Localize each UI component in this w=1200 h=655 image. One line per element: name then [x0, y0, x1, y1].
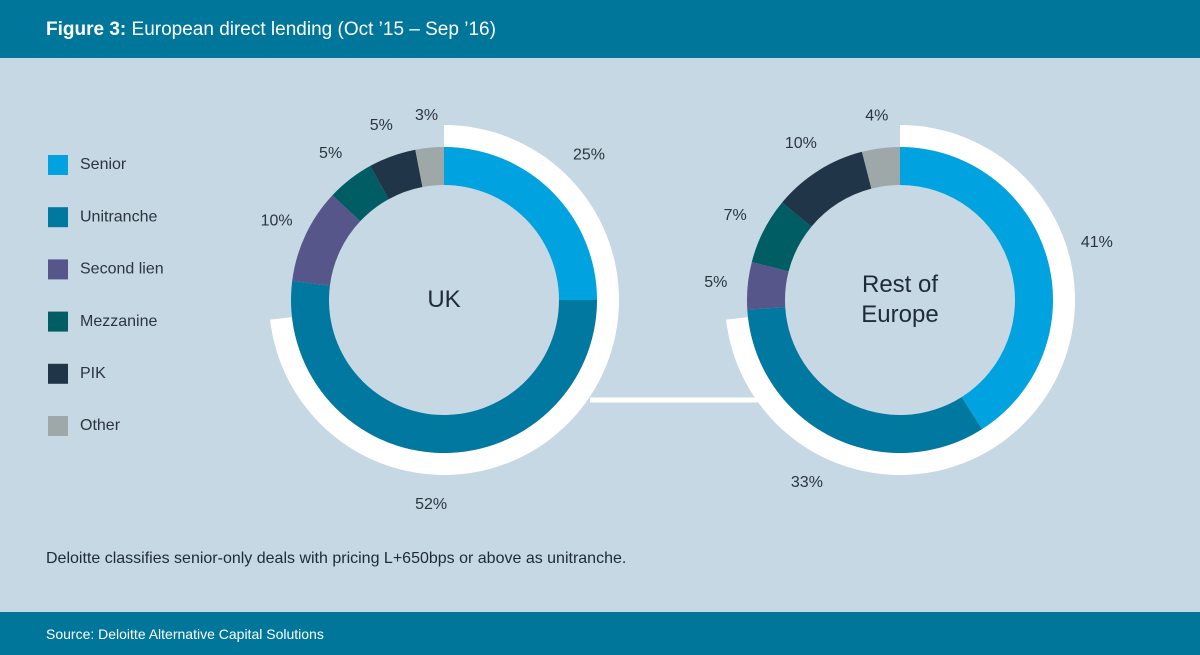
value-label: 41% — [1081, 234, 1113, 251]
donut-segment — [751, 202, 812, 272]
value-label: 10% — [785, 135, 817, 152]
value-label: 5% — [319, 145, 342, 162]
donut-segment — [292, 195, 361, 286]
figure-label: Figure 3: — [46, 19, 127, 40]
donut-segment — [415, 147, 444, 188]
donut-segment — [900, 147, 1054, 430]
center-label: Rest of Europe — [861, 271, 939, 328]
legend-label: Other — [80, 417, 121, 434]
donut-segment — [332, 165, 389, 222]
value-label: 5% — [704, 274, 727, 291]
source: Source: Deloitte Alternative Capital Sol… — [46, 626, 324, 642]
donut-segment — [370, 149, 423, 200]
value-label: 4% — [865, 108, 888, 125]
legend-label: Mezzanine — [80, 313, 157, 330]
donut-segment — [291, 280, 597, 453]
center-label: UK — [427, 286, 461, 313]
value-label: 5% — [370, 117, 393, 134]
header-bar: Figure 3: European direct lending (Oct ’… — [0, 0, 1200, 58]
donut-segment — [747, 307, 982, 453]
legend-label: PIK — [80, 365, 106, 382]
value-label: 7% — [724, 207, 747, 224]
value-label: 33% — [791, 474, 823, 491]
donut-segment — [747, 261, 789, 310]
legend-swatch — [48, 207, 68, 228]
legend-swatch — [48, 416, 68, 436]
legend-label: Unitranche — [80, 208, 157, 225]
value-label: 10% — [261, 212, 293, 229]
donut-segment — [861, 147, 900, 189]
footer-bar: Source: Deloitte Alternative Capital Sol… — [0, 612, 1200, 655]
value-label: 25% — [573, 146, 605, 163]
value-label: 52% — [415, 496, 447, 513]
legend-label: Second lien — [80, 261, 164, 278]
donut-segment — [782, 151, 872, 227]
legend-swatch — [48, 259, 68, 280]
legend-swatch — [48, 363, 68, 384]
legend-swatch — [48, 311, 68, 332]
donut-segment — [444, 147, 597, 300]
legend-label: Senior — [80, 156, 127, 173]
value-label: 3% — [415, 107, 438, 124]
header: Figure 3: European direct lending (Oct ’… — [46, 19, 496, 41]
title: European direct lending (Oct ’15 – Sep ’… — [131, 19, 496, 40]
note: Deloitte classifies senior-only deals wi… — [46, 550, 627, 567]
legend-swatch — [48, 155, 68, 175]
